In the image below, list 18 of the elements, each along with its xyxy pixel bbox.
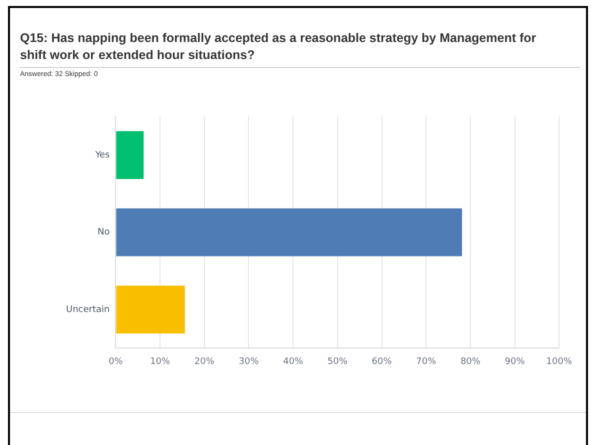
x-tick-label: 80% <box>460 356 481 367</box>
x-tick-label: 40% <box>283 356 304 367</box>
bar <box>116 286 185 334</box>
x-tick-label: 100% <box>546 356 572 367</box>
y-tick-label: Uncertain <box>66 304 110 315</box>
y-tick-label: No <box>97 228 110 238</box>
x-tick-label: 60% <box>372 356 392 367</box>
x-tick-label: 10% <box>150 356 171 367</box>
x-tick-label: 30% <box>238 356 260 367</box>
x-tick-label: 90% <box>504 356 526 367</box>
x-tick-label: 0% <box>108 356 124 367</box>
bar <box>116 208 462 256</box>
x-tick-label: 50% <box>327 356 348 367</box>
chart-title: Q15: Has napping been formally accepted as a reasonable strategy by Management for shift work or extended hour situations? <box>20 30 538 64</box>
bar <box>116 131 144 179</box>
x-tick-label: 20% <box>194 356 215 367</box>
y-tick-label: Yes <box>94 150 110 160</box>
x-tick-label: 70% <box>416 356 437 367</box>
